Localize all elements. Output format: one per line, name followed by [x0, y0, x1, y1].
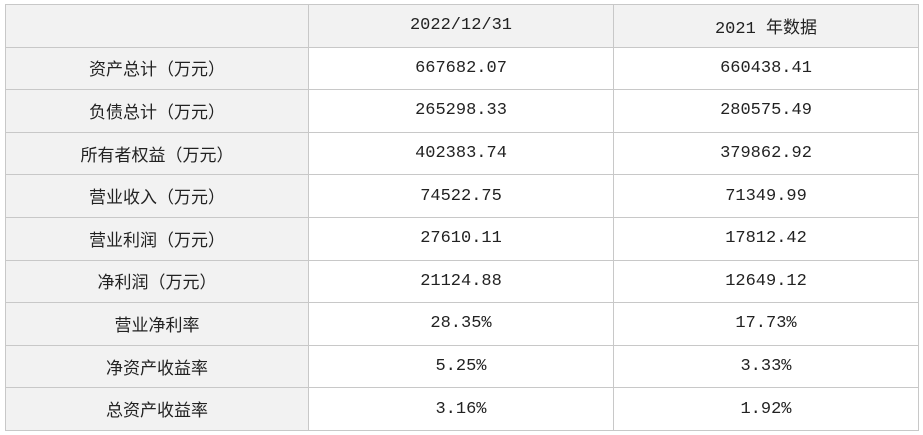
value-cell: 3.33% [613, 344, 919, 389]
header-cell: 2022/12/31 [308, 4, 614, 48]
value-cell: 17.73% [613, 302, 919, 346]
header-row: 2022/12/31 2021 年数据 [5, 4, 919, 48]
value-cell: 27610.11 [308, 216, 614, 261]
table-row: 营业收入（万元） 74522.75 71349.99 [5, 174, 919, 218]
table-row: 资产总计（万元） 667682.07 660438.41 [5, 46, 919, 91]
value-cell: 5.25% [308, 344, 614, 389]
value-cell: 71349.99 [613, 174, 919, 218]
table-row: 营业利润（万元） 27610.11 17812.42 [5, 216, 919, 261]
row-label: 营业收入（万元） [5, 174, 309, 218]
value-cell: 17812.42 [613, 216, 919, 261]
row-label: 净利润（万元） [5, 259, 309, 304]
value-cell: 12649.12 [613, 259, 919, 304]
value-cell: 660438.41 [613, 46, 919, 91]
value-cell: 3.16% [308, 387, 614, 431]
table-row: 总资产收益率 3.16% 1.92% [5, 387, 919, 431]
table-header: 2022/12/31 2021 年数据 [5, 4, 919, 48]
row-label: 资产总计（万元） [5, 46, 309, 91]
table-row: 净资产收益率 5.25% 3.33% [5, 344, 919, 389]
header-cell: 2021 年数据 [613, 4, 919, 48]
row-label: 总资产收益率 [5, 387, 309, 431]
value-cell: 74522.75 [308, 174, 614, 218]
value-cell: 280575.49 [613, 89, 919, 133]
row-label: 营业利润（万元） [5, 216, 309, 261]
data-table: 2022/12/31 2021 年数据 资产总计（万元） 667682.07 660… [5, 4, 919, 431]
row-label: 所有者权益（万元） [5, 131, 309, 176]
value-cell: 379862.92 [613, 131, 919, 176]
value-cell: 402383.74 [308, 131, 614, 176]
table-body: 资产总计（万元） 667682.07 660438.41 负债总计（万元） 265298… [5, 46, 919, 431]
row-label: 负债总计（万元） [5, 89, 309, 133]
value-cell: 265298.33 [308, 89, 614, 133]
table-row: 营业净利率 28.35% 17.73% [5, 302, 919, 346]
value-cell: 21124.88 [308, 259, 614, 304]
value-cell: 28.35% [308, 302, 614, 346]
table-row: 所有者权益（万元） 402383.74 379862.92 [5, 131, 919, 176]
table-row: 负债总计（万元） 265298.33 280575.49 [5, 89, 919, 133]
value-cell: 667682.07 [308, 46, 614, 91]
row-label: 净资产收益率 [5, 344, 309, 389]
table-row: 净利润（万元） 21124.88 12649.12 [5, 259, 919, 304]
row-label: 营业净利率 [5, 302, 309, 346]
value-cell: 1.92% [613, 387, 919, 431]
corner-cell [5, 4, 309, 48]
